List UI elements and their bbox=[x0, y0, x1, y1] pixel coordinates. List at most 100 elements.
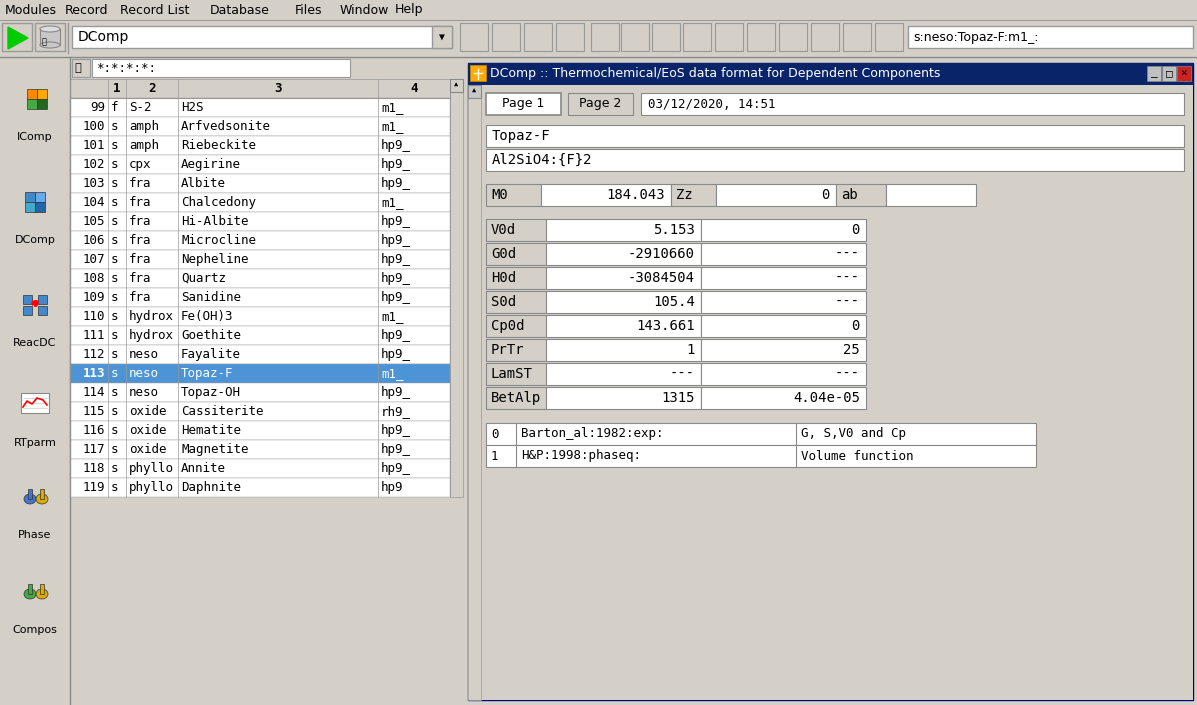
Text: Chalcedony: Chalcedony bbox=[181, 196, 256, 209]
Text: s: s bbox=[111, 462, 119, 475]
Bar bbox=[35, 23, 65, 51]
Ellipse shape bbox=[24, 589, 36, 599]
Bar bbox=[40, 584, 44, 594]
Bar bbox=[468, 63, 1193, 700]
Bar bbox=[1147, 66, 1161, 81]
Text: ReacDC: ReacDC bbox=[13, 338, 56, 348]
Bar bbox=[69, 136, 450, 155]
Bar bbox=[546, 219, 701, 241]
Text: Al2SiO4:{F}2: Al2SiO4:{F}2 bbox=[492, 153, 593, 167]
Bar bbox=[69, 459, 450, 478]
Bar bbox=[486, 93, 561, 115]
Bar bbox=[37, 99, 47, 109]
Text: hp9: hp9 bbox=[381, 481, 403, 494]
Text: 0: 0 bbox=[821, 188, 830, 202]
Text: □: □ bbox=[1166, 68, 1172, 78]
Bar bbox=[701, 387, 865, 409]
Ellipse shape bbox=[24, 494, 36, 504]
Text: Nepheline: Nepheline bbox=[181, 253, 249, 266]
Text: 🔑: 🔑 bbox=[42, 37, 47, 47]
Bar bbox=[92, 59, 350, 77]
Text: fra: fra bbox=[129, 196, 152, 209]
Text: 4: 4 bbox=[411, 82, 418, 95]
Bar bbox=[37, 89, 47, 99]
Text: Aegirine: Aegirine bbox=[181, 158, 241, 171]
Bar bbox=[69, 250, 450, 269]
Bar bbox=[69, 231, 450, 250]
Text: _: _ bbox=[1150, 68, 1157, 78]
Bar bbox=[69, 98, 450, 117]
Text: Albite: Albite bbox=[181, 177, 226, 190]
Bar bbox=[69, 478, 450, 497]
Bar bbox=[701, 291, 865, 313]
Bar bbox=[486, 219, 546, 241]
Text: 119: 119 bbox=[83, 481, 105, 494]
Text: 5.153: 5.153 bbox=[654, 223, 695, 237]
Bar bbox=[28, 89, 37, 99]
Text: DComp: DComp bbox=[78, 30, 129, 44]
Text: 100: 100 bbox=[83, 120, 105, 133]
Bar bbox=[22, 393, 49, 413]
Text: Zz: Zz bbox=[676, 188, 693, 202]
Text: hp9_: hp9_ bbox=[381, 234, 411, 247]
Text: 107: 107 bbox=[83, 253, 105, 266]
Bar bbox=[701, 267, 865, 289]
Bar bbox=[555, 23, 584, 51]
Bar bbox=[23, 306, 32, 315]
Bar bbox=[25, 192, 35, 202]
Bar bbox=[486, 315, 546, 337]
Bar bbox=[909, 26, 1193, 48]
Bar bbox=[468, 85, 1193, 700]
Bar bbox=[1177, 66, 1191, 81]
Text: LamST: LamST bbox=[491, 367, 533, 381]
Bar bbox=[747, 23, 774, 51]
Text: s: s bbox=[111, 177, 119, 190]
Text: 104: 104 bbox=[83, 196, 105, 209]
Text: 4.04e-05: 4.04e-05 bbox=[792, 391, 859, 405]
Bar bbox=[546, 267, 701, 289]
Text: 25: 25 bbox=[843, 343, 859, 357]
Text: 184.043: 184.043 bbox=[607, 188, 666, 202]
Text: 110: 110 bbox=[83, 310, 105, 323]
Bar bbox=[672, 184, 716, 206]
Bar bbox=[486, 339, 546, 361]
Text: s:neso:Topaz-F:m1_:: s:neso:Topaz-F:m1_: bbox=[913, 30, 1039, 44]
Text: Cp0d: Cp0d bbox=[491, 319, 524, 333]
Text: s: s bbox=[111, 405, 119, 418]
Text: hp9_: hp9_ bbox=[381, 462, 411, 475]
Text: H&P:1998:phaseq:: H&P:1998:phaseq: bbox=[521, 450, 642, 462]
Text: 103: 103 bbox=[83, 177, 105, 190]
Bar bbox=[836, 184, 886, 206]
Bar bbox=[468, 63, 1193, 85]
Text: 118: 118 bbox=[83, 462, 105, 475]
Text: 112: 112 bbox=[83, 348, 105, 361]
Text: 116: 116 bbox=[83, 424, 105, 437]
Bar bbox=[546, 363, 701, 385]
Text: s: s bbox=[111, 348, 119, 361]
Bar bbox=[701, 315, 865, 337]
Text: 1: 1 bbox=[687, 343, 695, 357]
Text: Page 2: Page 2 bbox=[579, 97, 621, 111]
Text: hp9_: hp9_ bbox=[381, 424, 411, 437]
Text: ab: ab bbox=[841, 188, 858, 202]
Bar bbox=[546, 339, 701, 361]
Text: s: s bbox=[111, 215, 119, 228]
Bar bbox=[486, 445, 1035, 467]
Text: hp9_: hp9_ bbox=[381, 443, 411, 456]
Text: fra: fra bbox=[129, 177, 152, 190]
Text: 0: 0 bbox=[851, 223, 859, 237]
Text: s: s bbox=[111, 443, 119, 456]
Text: s: s bbox=[111, 158, 119, 171]
Text: ---: --- bbox=[834, 247, 859, 261]
Bar bbox=[524, 23, 552, 51]
Text: hp9_: hp9_ bbox=[381, 139, 411, 152]
Bar bbox=[0, 20, 1197, 57]
Text: RTparm: RTparm bbox=[13, 438, 56, 448]
Text: m1_: m1_ bbox=[381, 120, 403, 133]
Text: s: s bbox=[111, 386, 119, 399]
Text: amph: amph bbox=[129, 139, 159, 152]
Bar bbox=[486, 423, 1035, 445]
Text: hp9_: hp9_ bbox=[381, 386, 411, 399]
Text: s: s bbox=[111, 234, 119, 247]
Text: Fayalite: Fayalite bbox=[181, 348, 241, 361]
